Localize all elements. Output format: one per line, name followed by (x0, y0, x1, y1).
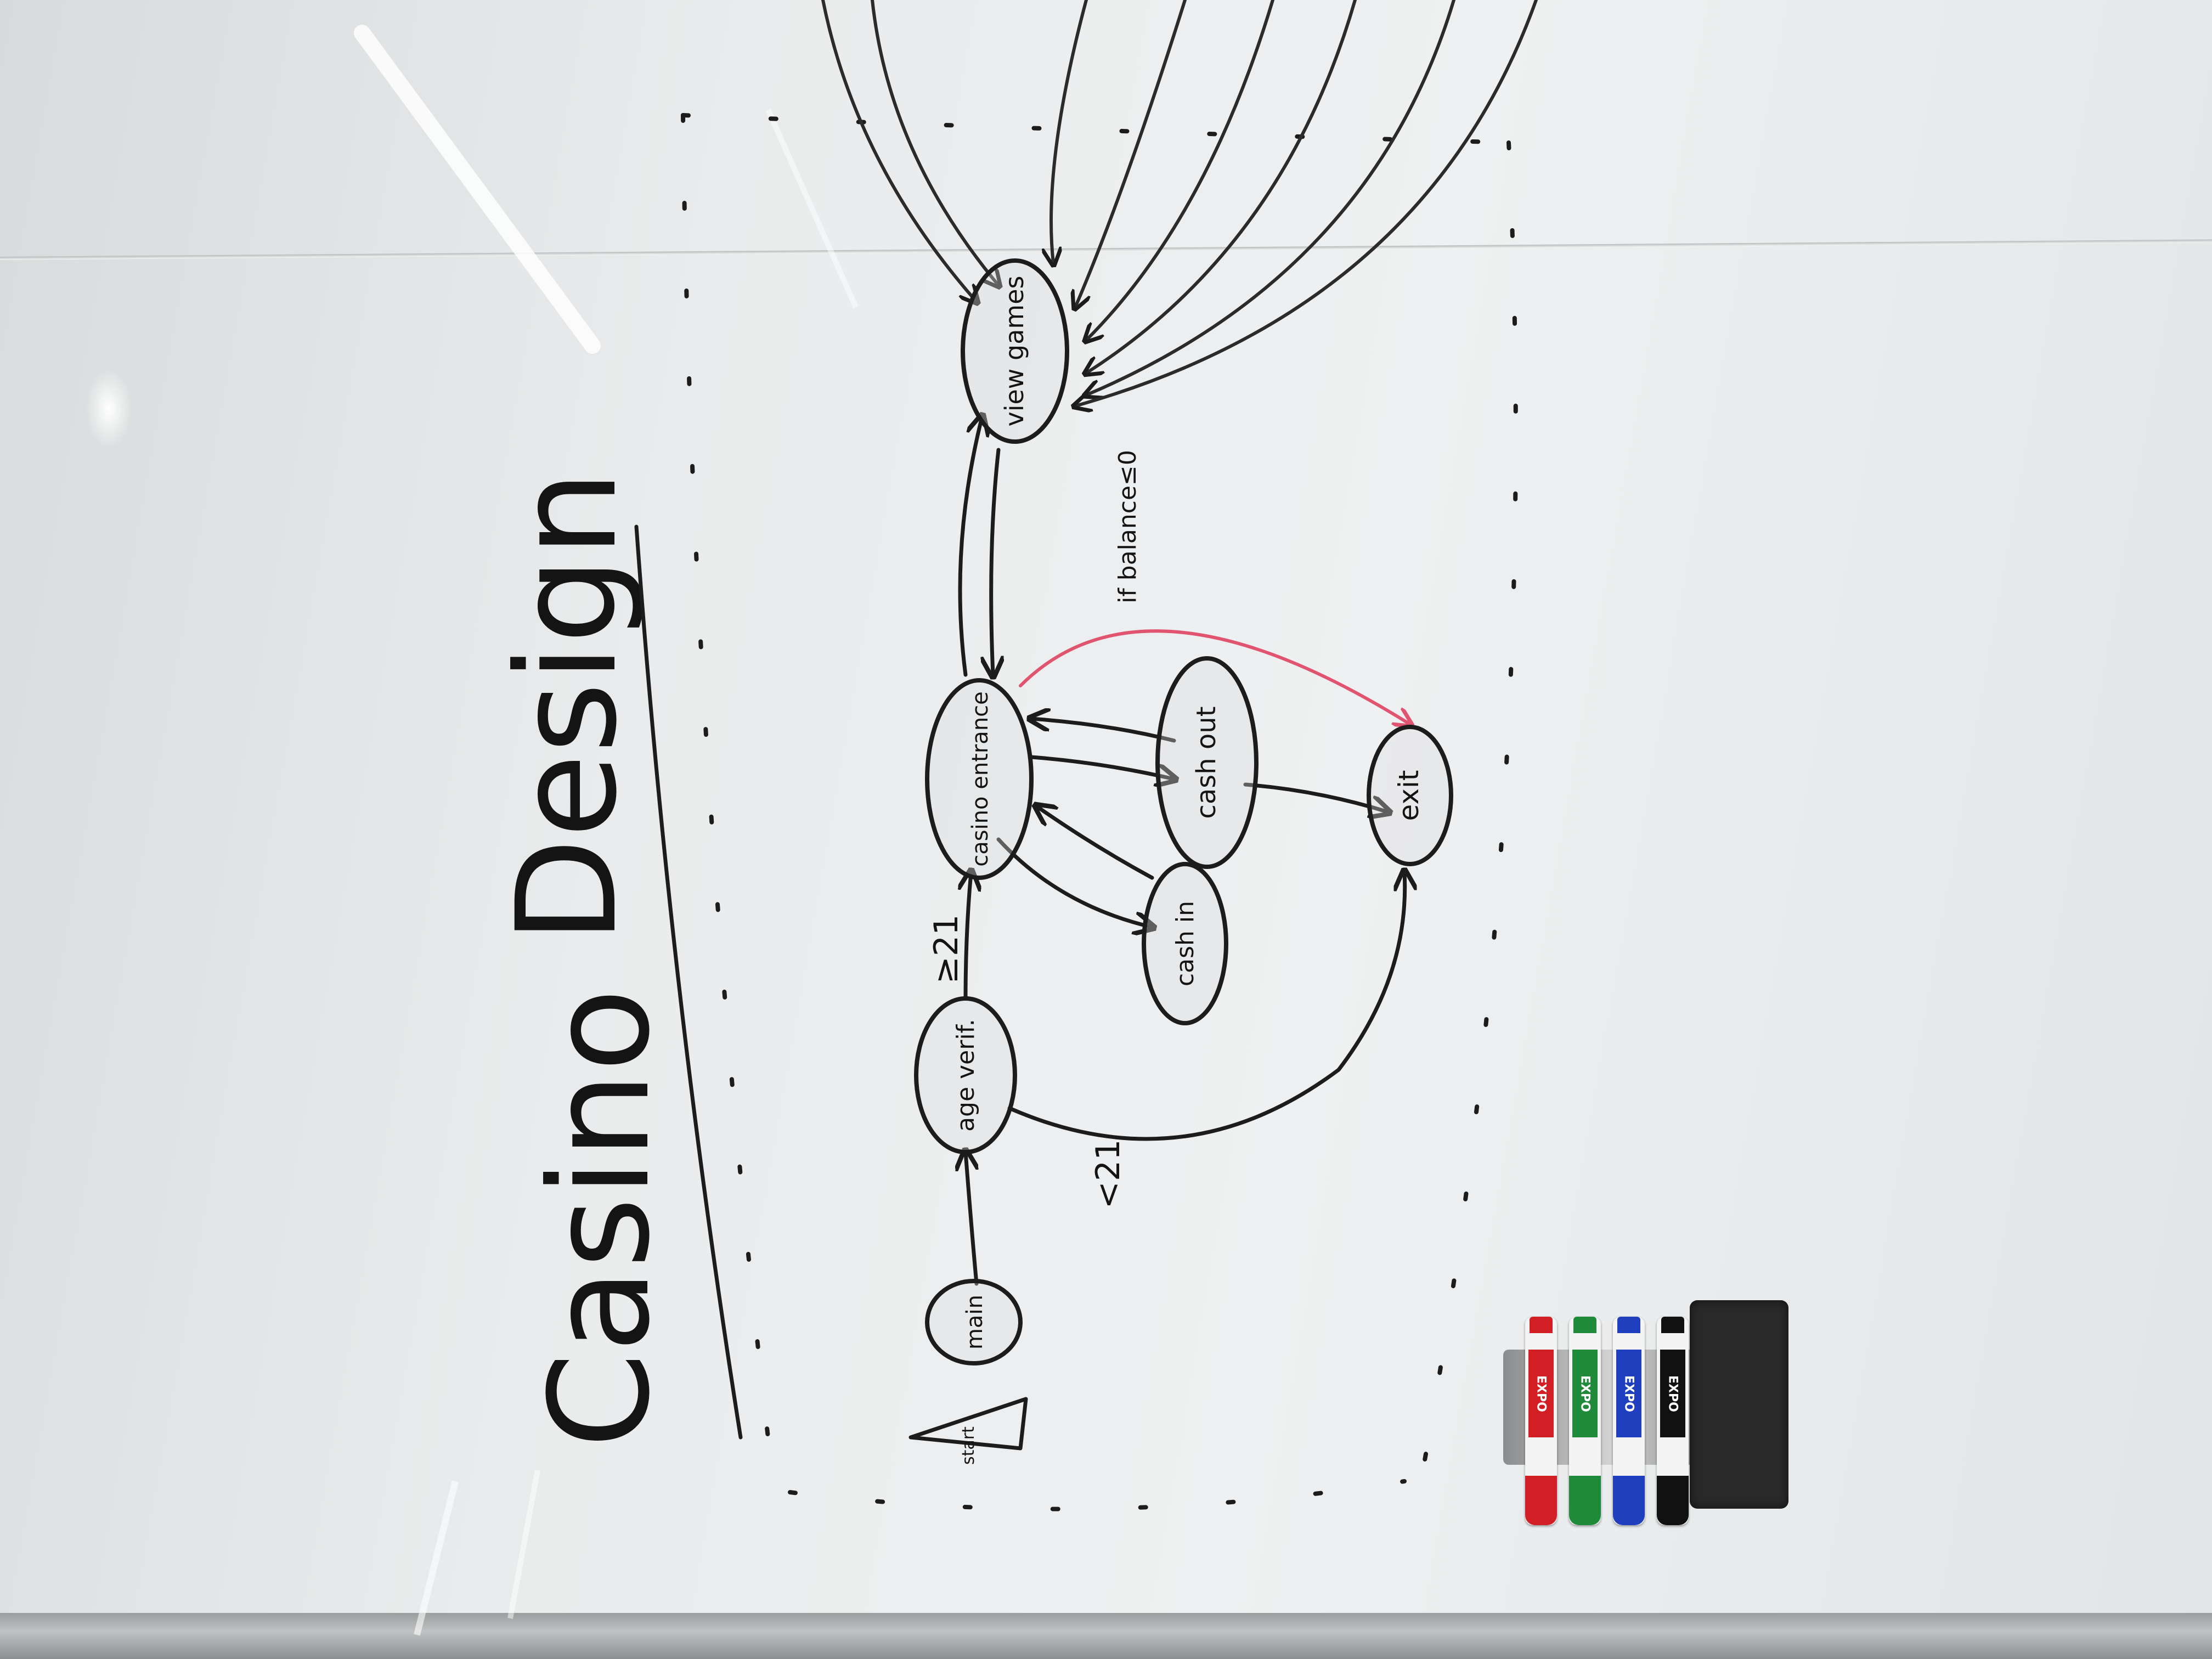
marker: EXPO (1525, 1317, 1557, 1525)
marker-label: EXPO (1660, 1350, 1685, 1437)
marker-end (1617, 1317, 1640, 1333)
edge-label-age-under: <21 (1089, 1139, 1127, 1209)
edge-label-balance-condition: if balance≤0 (1114, 450, 1142, 603)
node-cash-in: cash in (1142, 862, 1228, 1025)
marker-row: EXPO EXPO EXPO EXPO (1525, 1317, 1717, 1525)
marker-cap (1525, 1476, 1557, 1525)
title-casino: Casino (520, 988, 680, 1448)
marker-label: EXPO (1616, 1350, 1641, 1437)
marker: EXPO (1613, 1317, 1645, 1525)
marker-cap (1657, 1476, 1689, 1525)
node-view-games-label: view games (1000, 275, 1029, 426)
title-word-design: Design (487, 470, 647, 944)
marker-tray (0, 1613, 2212, 1659)
node-exit-label: exit (1393, 770, 1425, 821)
node-age-verification-label: age verif. (952, 1019, 980, 1132)
node-main-label: main (962, 1295, 988, 1350)
start-label: start (959, 1426, 978, 1465)
node-cash-in-label: cash in (1171, 901, 1199, 986)
eraser (1690, 1300, 1788, 1509)
edges (960, 417, 1410, 1286)
marker: EXPO (1569, 1317, 1601, 1525)
edge-label-age-ok: ≥21 (927, 915, 966, 984)
marker: EXPO (1657, 1317, 1689, 1525)
title-underline (634, 524, 743, 1440)
whiteboard (0, 0, 2212, 1613)
marker-cap (1613, 1476, 1645, 1525)
marker-label: EXPO (1528, 1350, 1554, 1437)
node-cash-out-label: cash out (1191, 706, 1222, 819)
title-design: Design (487, 470, 647, 944)
dashed-boundary (681, 113, 1518, 1511)
marker-set: EXPO EXPO EXPO EXPO (1503, 1300, 1799, 1536)
node-casino-entrance-label: casino entrance (968, 691, 993, 867)
node-cash-out: cash out (1155, 656, 1259, 869)
marker-end (1530, 1317, 1553, 1333)
game-edges (821, 0, 1538, 406)
node-view-games: view games (961, 258, 1069, 444)
node-main: main (925, 1279, 1023, 1365)
start-node: start (909, 1397, 1028, 1465)
title-word-casino: Casino (520, 988, 680, 1448)
node-age-verification: age verif. (914, 996, 1017, 1154)
marker-cap (1569, 1476, 1601, 1525)
marker-end (1661, 1317, 1684, 1333)
marker-end (1573, 1317, 1596, 1333)
light-reflections (86, 25, 859, 1636)
node-exit: exit (1367, 725, 1453, 866)
marker-label: EXPO (1572, 1350, 1598, 1437)
node-casino-entrance: casino entrance (925, 678, 1034, 880)
